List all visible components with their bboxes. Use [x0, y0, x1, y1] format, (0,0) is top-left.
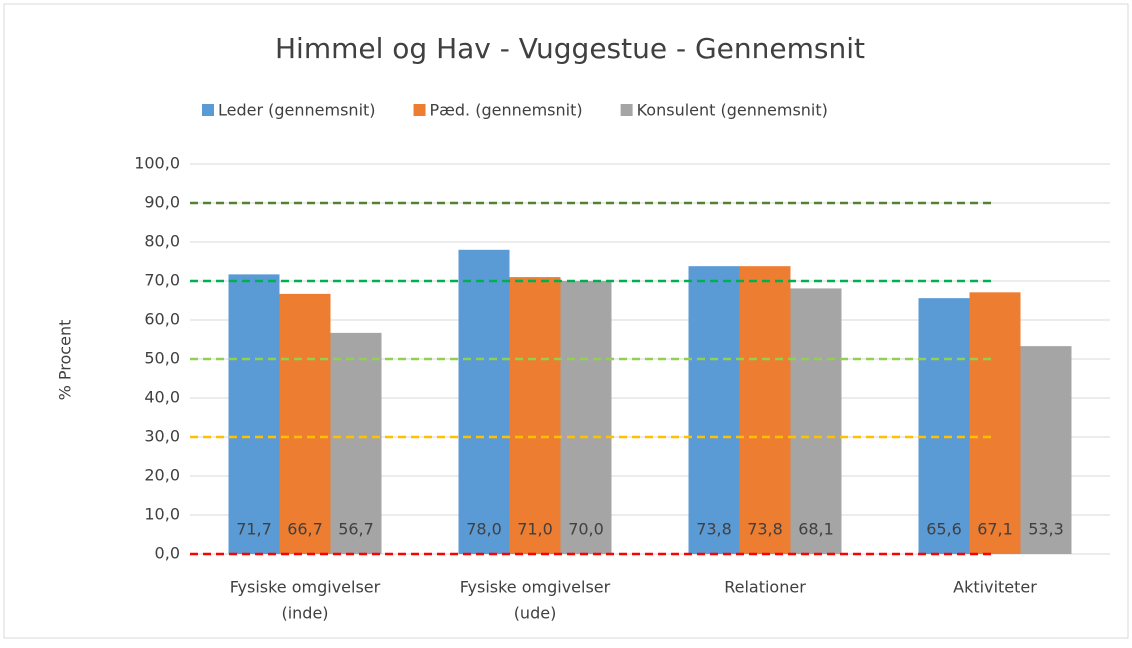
data-label: 71,0: [517, 520, 553, 539]
x-tick-label: (inde): [281, 604, 328, 623]
x-tick-label: Aktiviteter: [953, 578, 1037, 597]
y-tick-label: 100,0: [134, 154, 180, 173]
data-label: 53,3: [1028, 520, 1064, 539]
x-tick-label: (ude): [514, 604, 557, 623]
y-axis-label: % Procent: [56, 320, 75, 401]
y-tick-label: 80,0: [144, 232, 180, 251]
data-label: 73,8: [747, 520, 783, 539]
data-label: 67,1: [977, 520, 1013, 539]
bar: [458, 249, 510, 555]
data-label: 70,0: [568, 520, 604, 539]
x-tick-label: Fysiske omgivelser: [230, 578, 381, 597]
chart-title: Himmel og Hav - Vuggestue - Gennemsnit: [275, 32, 865, 65]
bar: [1020, 346, 1072, 554]
bar: [739, 266, 791, 554]
data-label: 65,6: [926, 520, 962, 539]
bar: [560, 281, 612, 554]
y-tick-label: 0,0: [155, 544, 180, 563]
bar: [279, 293, 331, 554]
y-tick-label: 30,0: [144, 427, 180, 446]
bar: [688, 266, 740, 554]
y-tick-label: 10,0: [144, 505, 180, 524]
data-label: 68,1: [798, 520, 834, 539]
y-tick-label: 90,0: [144, 193, 180, 212]
bar: [969, 292, 1021, 554]
data-label: 71,7: [236, 520, 272, 539]
legend-swatch: [202, 104, 214, 116]
bar: [330, 332, 382, 554]
data-label: 56,7: [338, 520, 374, 539]
legend-label: Pæd. (gennemsnit): [430, 101, 583, 120]
data-label: 66,7: [287, 520, 323, 539]
legend-label: Konsulent (gennemsnit): [637, 101, 828, 120]
bar: [790, 288, 842, 554]
legend-swatch: [413, 104, 426, 116]
legend-label: Leder (gennemsnit): [218, 101, 376, 120]
bar: [509, 277, 561, 554]
y-tick-label: 20,0: [144, 466, 180, 485]
data-label: 73,8: [696, 520, 732, 539]
y-tick-label: 70,0: [144, 271, 180, 290]
y-tick-label: 50,0: [144, 349, 180, 368]
bar: [228, 274, 280, 554]
y-tick-label: 40,0: [144, 388, 180, 407]
x-tick-label: Relationer: [724, 578, 806, 597]
data-label: 78,0: [466, 520, 502, 539]
legend-swatch: [620, 104, 633, 116]
bar: [918, 298, 970, 554]
x-tick-label: Fysiske omgivelser: [460, 578, 611, 597]
y-tick-label: 60,0: [144, 310, 180, 329]
